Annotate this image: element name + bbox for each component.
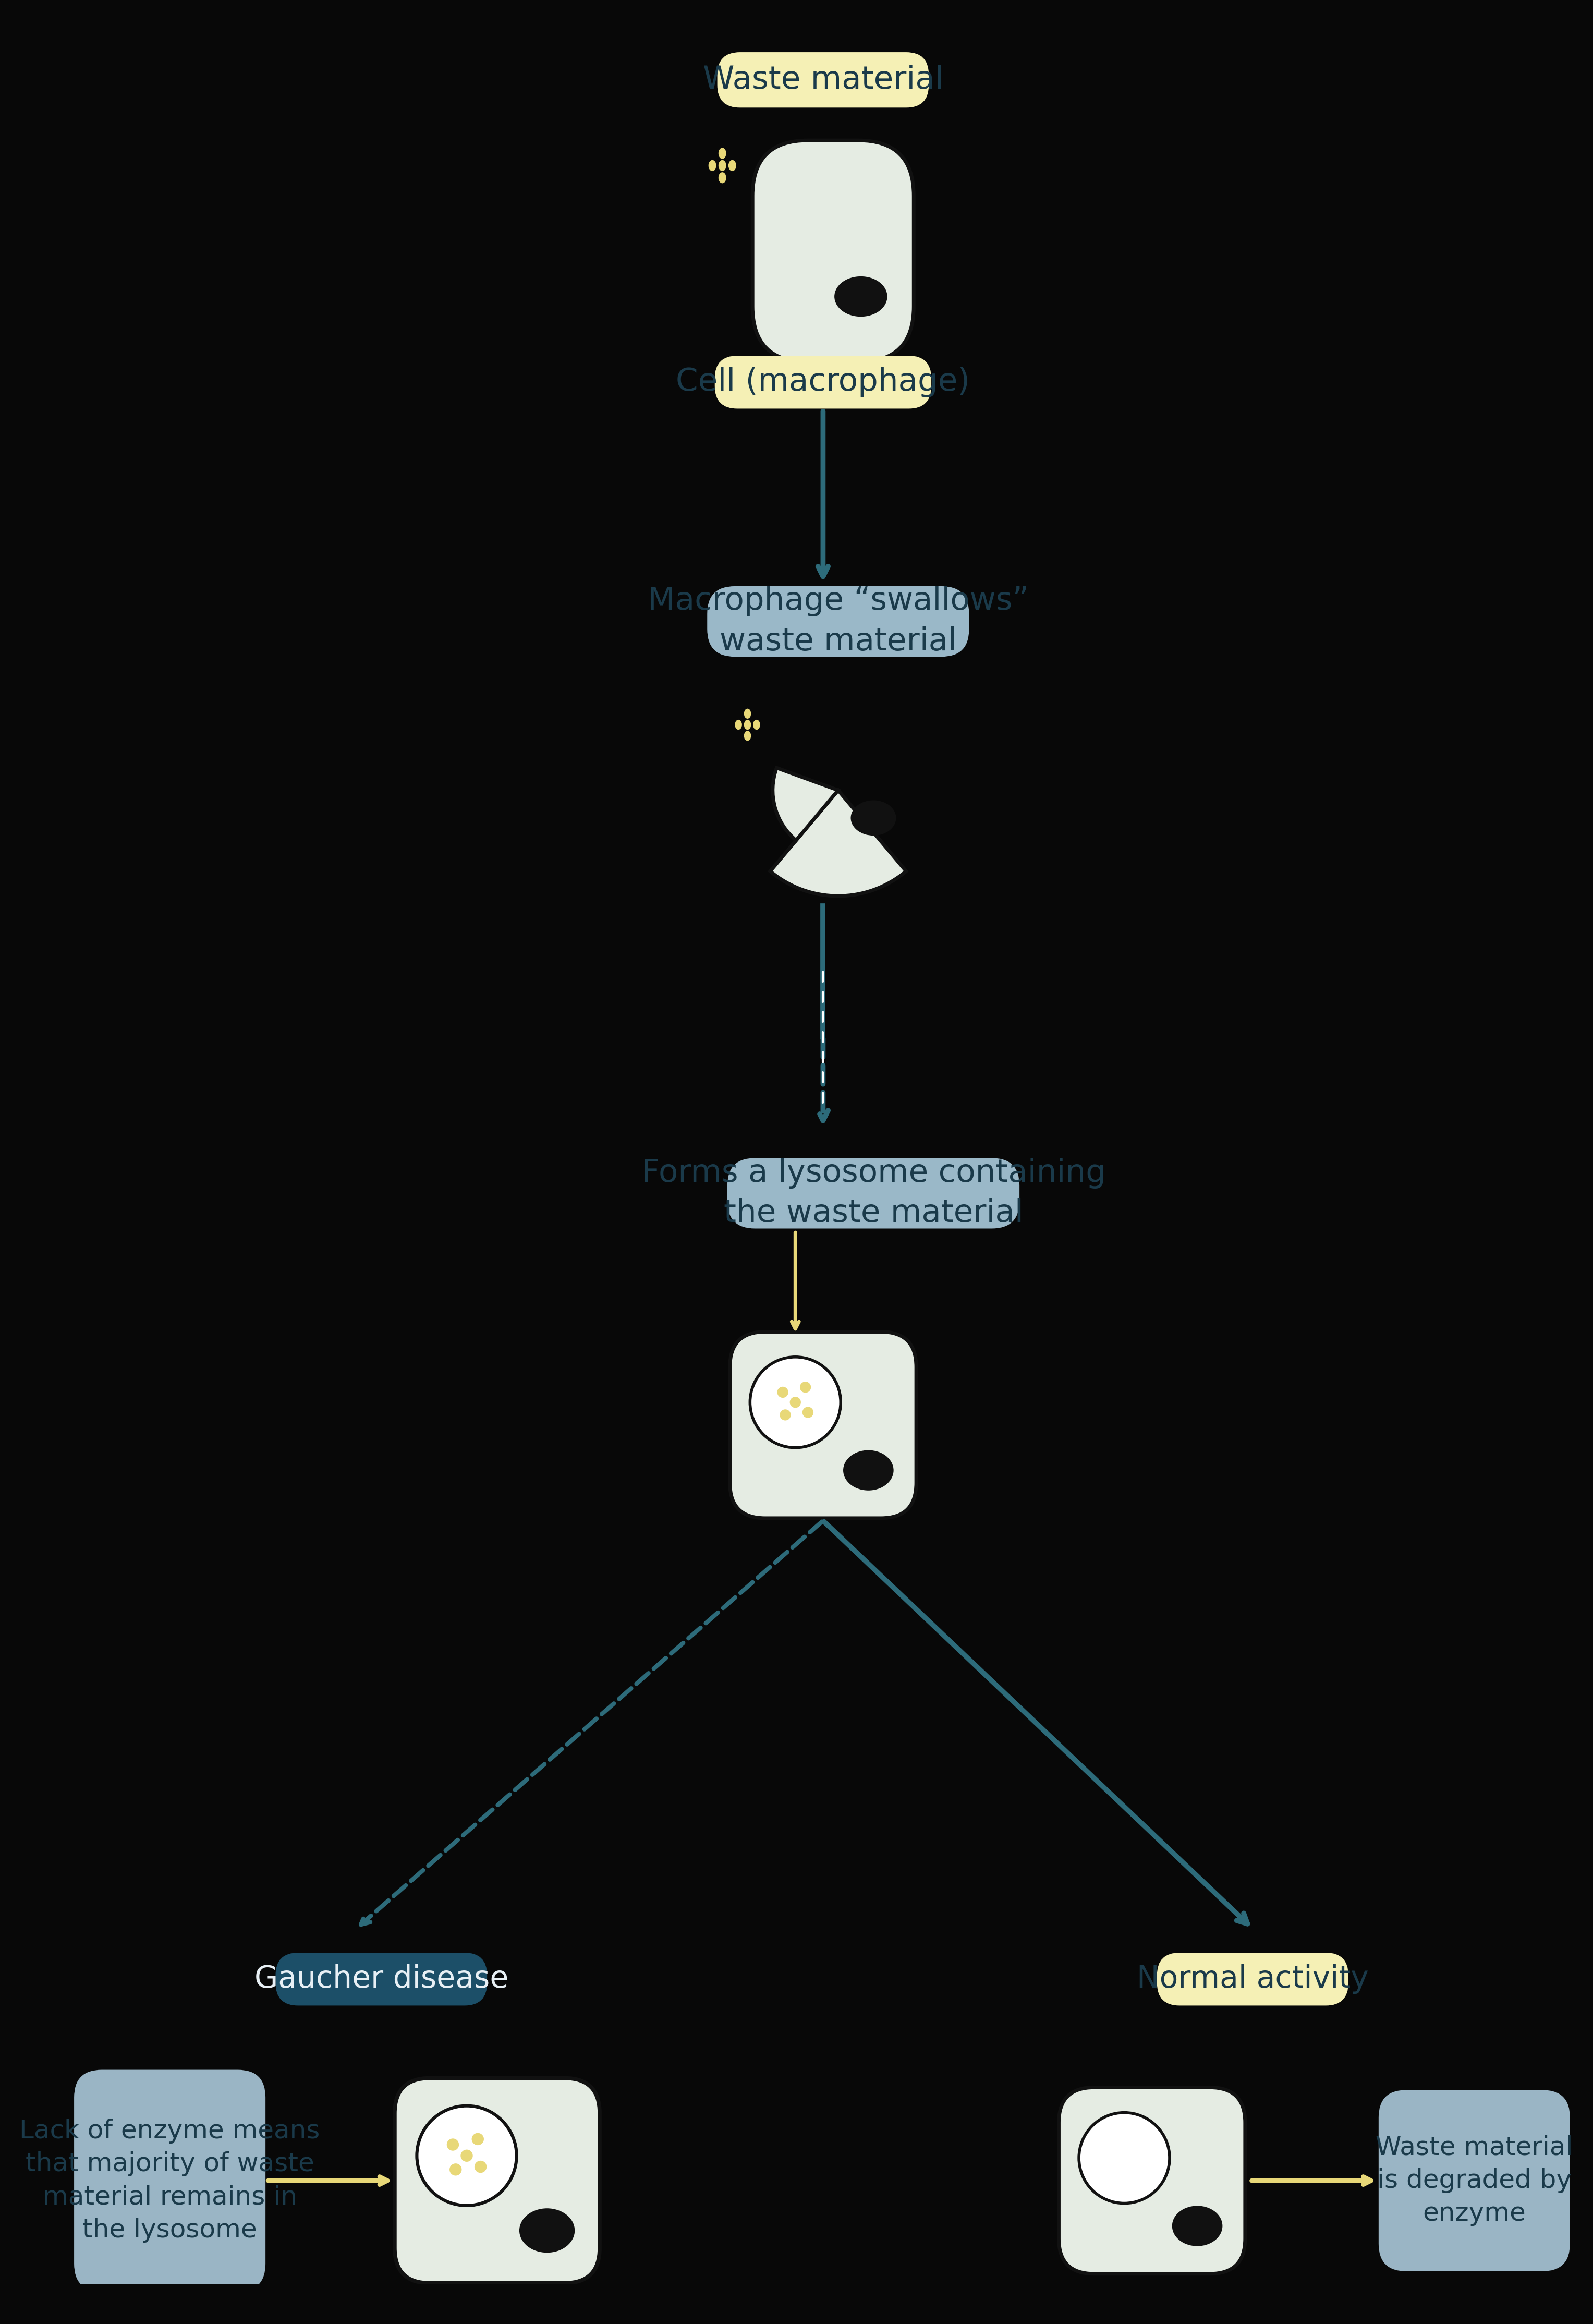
Text: Cell (macrophage): Cell (macrophage)	[675, 367, 970, 397]
Ellipse shape	[803, 1406, 814, 1418]
FancyBboxPatch shape	[752, 139, 914, 363]
Circle shape	[417, 2106, 516, 2205]
Circle shape	[750, 1357, 841, 1448]
Ellipse shape	[718, 172, 726, 184]
Text: Gaucher disease: Gaucher disease	[255, 1964, 508, 1994]
Ellipse shape	[744, 730, 750, 741]
Ellipse shape	[519, 2208, 575, 2252]
Ellipse shape	[843, 1450, 894, 1490]
FancyBboxPatch shape	[1378, 2089, 1571, 2271]
FancyBboxPatch shape	[395, 2078, 599, 2282]
Wedge shape	[769, 790, 906, 897]
Text: Forms a lysosome containing
the waste material: Forms a lysosome containing the waste ma…	[640, 1157, 1106, 1229]
Ellipse shape	[800, 1383, 811, 1392]
Ellipse shape	[709, 160, 717, 172]
Text: Lack of enzyme means
that majority of waste
material remains in
the lysosome: Lack of enzyme means that majority of wa…	[19, 2119, 320, 2243]
Ellipse shape	[1172, 2205, 1222, 2245]
FancyBboxPatch shape	[715, 356, 932, 409]
FancyBboxPatch shape	[730, 1332, 916, 1518]
FancyBboxPatch shape	[707, 586, 969, 658]
Ellipse shape	[475, 2161, 486, 2173]
Wedge shape	[773, 767, 838, 841]
FancyBboxPatch shape	[717, 51, 929, 107]
Ellipse shape	[835, 277, 887, 316]
Ellipse shape	[851, 799, 897, 837]
Ellipse shape	[718, 160, 726, 172]
Text: Macrophage “swallows”
waste material: Macrophage “swallows” waste material	[647, 586, 1029, 658]
FancyBboxPatch shape	[276, 1952, 487, 2006]
Ellipse shape	[472, 2133, 484, 2145]
Ellipse shape	[734, 720, 742, 730]
FancyBboxPatch shape	[1059, 2087, 1246, 2273]
FancyBboxPatch shape	[75, 2071, 266, 2291]
Ellipse shape	[446, 2138, 459, 2150]
Ellipse shape	[744, 709, 750, 718]
Ellipse shape	[753, 720, 760, 730]
Ellipse shape	[449, 2164, 462, 2175]
Ellipse shape	[460, 2150, 473, 2161]
Ellipse shape	[718, 149, 726, 158]
Text: Waste material: Waste material	[703, 65, 943, 95]
Ellipse shape	[779, 1408, 790, 1420]
Text: Waste material
is degraded by
enzyme: Waste material is degraded by enzyme	[1376, 2136, 1572, 2226]
Ellipse shape	[744, 720, 750, 730]
Circle shape	[1078, 2113, 1169, 2203]
FancyBboxPatch shape	[728, 1157, 1020, 1229]
Ellipse shape	[790, 1397, 801, 1408]
Ellipse shape	[777, 1387, 789, 1397]
Ellipse shape	[728, 160, 736, 172]
Text: Normal activity: Normal activity	[1137, 1964, 1368, 1994]
FancyBboxPatch shape	[1157, 1952, 1348, 2006]
